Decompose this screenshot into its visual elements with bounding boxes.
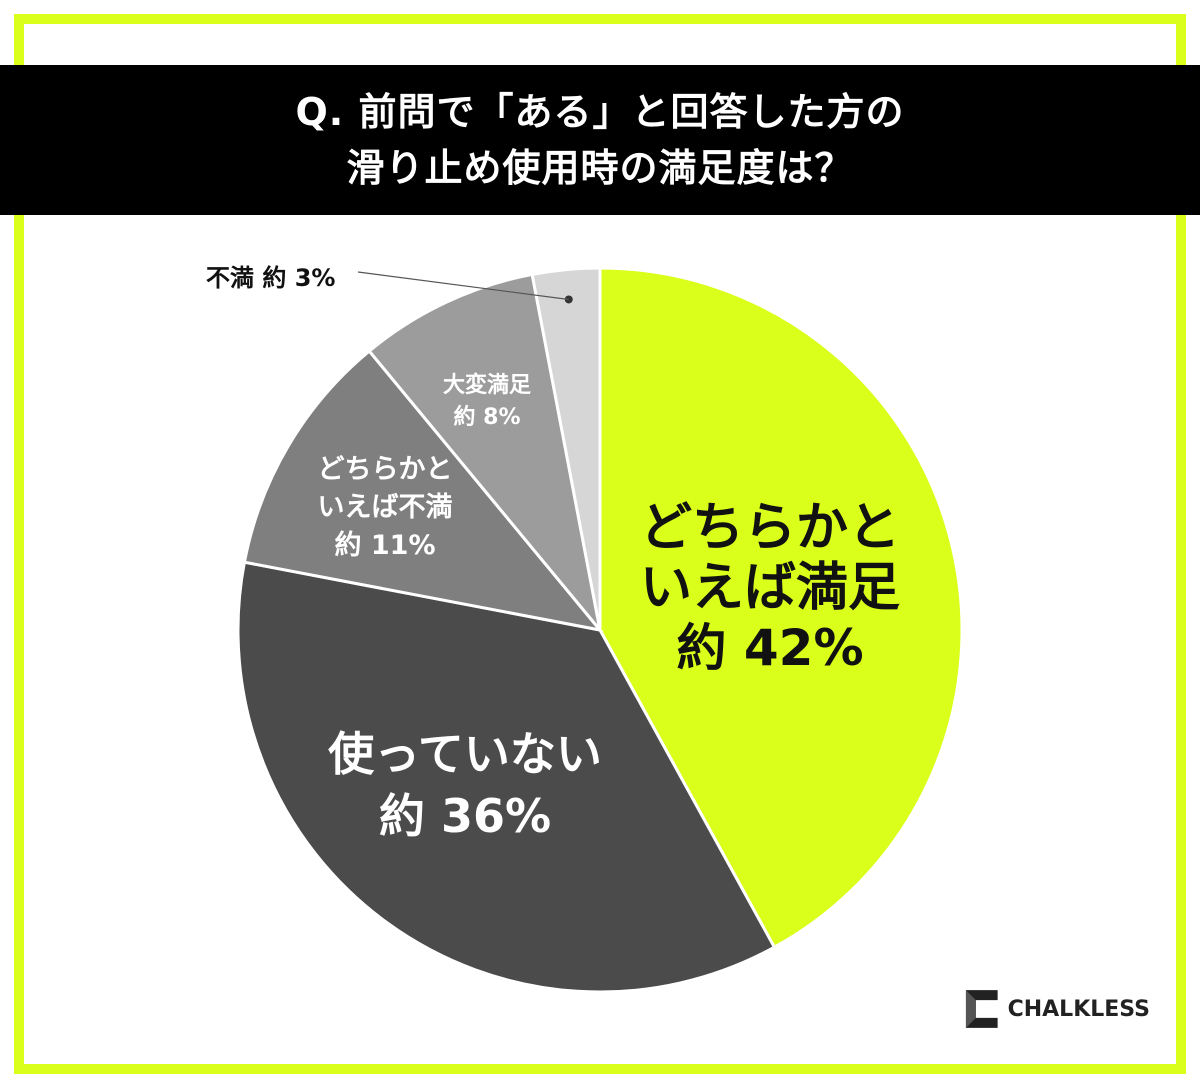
pie-slice-somewhat-dissatisfied — [242, 348, 604, 633]
slice-value-label-very-satisfied: 約 8% — [453, 404, 520, 430]
slice-name-label-somewhat-dissatisfied: いえば不満 — [318, 492, 453, 523]
slice-name-label-somewhat-satisfied: どちらかと — [640, 498, 900, 558]
pie-slice-dissatisfied — [530, 266, 602, 631]
title-band: Q. 前問で「ある」と回答した方の 滑り止め使用時の満足度は？ — [0, 65, 1200, 215]
chart-frame — [14, 14, 1186, 1074]
slice-value-label-not-using: 約 36% — [379, 789, 551, 843]
brand-logo-text: CHALKLESS — [1007, 996, 1150, 1022]
title-line-1: Q. 前問で「ある」と回答した方の — [295, 90, 905, 134]
slice-label-dissatisfied: 不満 約 3% — [206, 264, 335, 292]
slice-name-label-somewhat-dissatisfied: どちらかと — [318, 454, 453, 485]
pie-slice-somewhat-satisfied — [598, 266, 964, 950]
slice-name-label-very-satisfied: 大変満足 — [443, 372, 531, 398]
chalkless-logo-icon — [965, 990, 998, 1028]
brand-logo: CHALKLESS — [960, 983, 1150, 1035]
slice-value-label-somewhat-satisfied: 約 42% — [676, 619, 863, 677]
title-line-2: 滑り止め使用時の満足度は？ — [346, 146, 854, 190]
leader-line-dissatisfied — [357, 271, 569, 301]
slice-name-label-not-using: 使っていない — [328, 727, 602, 781]
slice-name-label-somewhat-satisfied: いえば満足 — [640, 558, 900, 618]
pie-slice-very-satisfied — [367, 272, 602, 631]
slice-value-label-somewhat-dissatisfied: 約 11% — [334, 529, 435, 561]
pie-slice-not-using — [236, 560, 777, 994]
